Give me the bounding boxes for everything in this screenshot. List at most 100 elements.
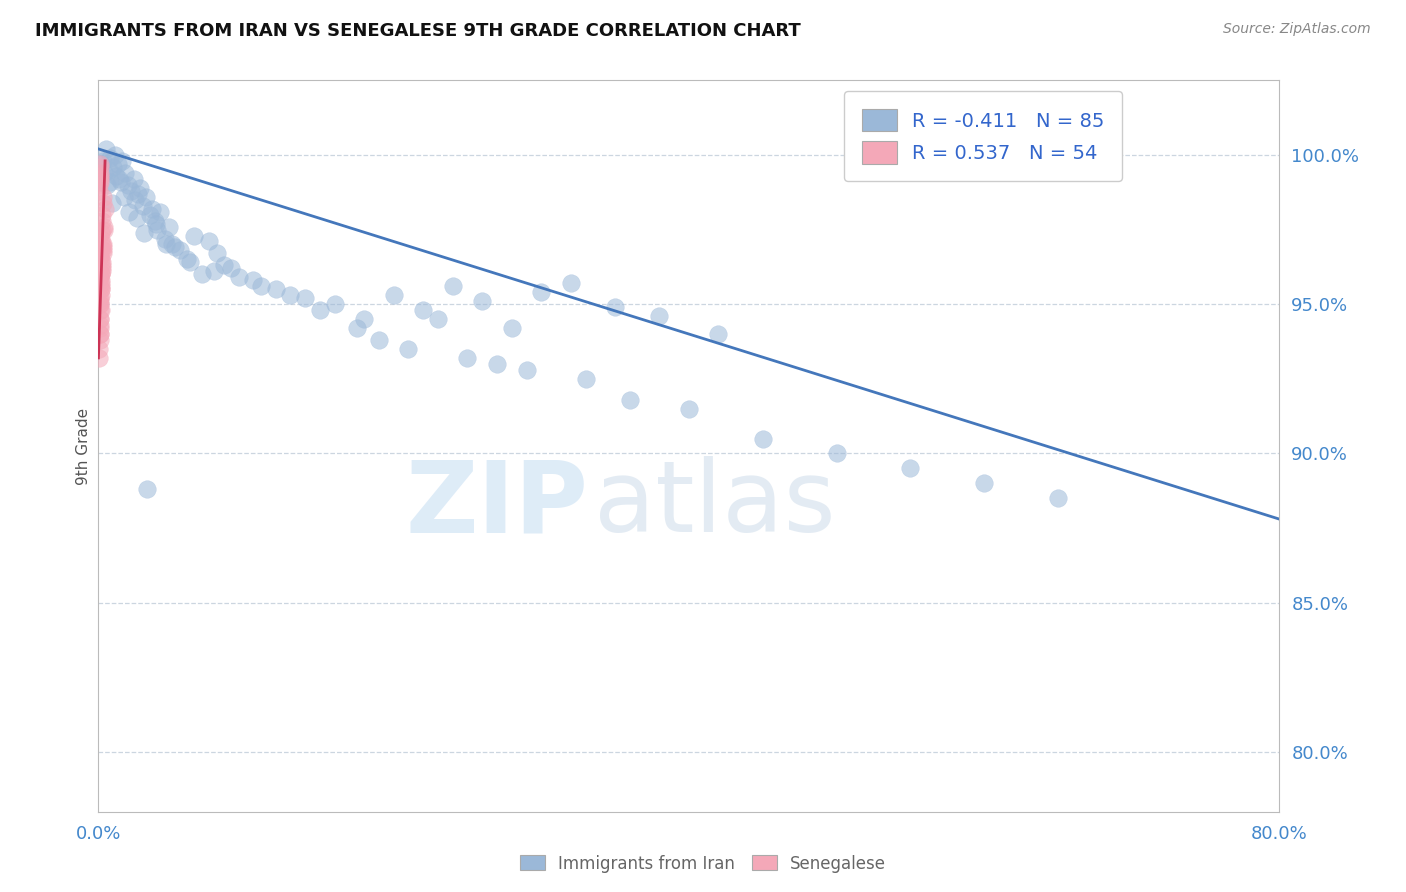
Point <box>678 401 700 416</box>
Point <box>228 270 250 285</box>
Point <box>346 321 368 335</box>
Point <box>149 204 172 219</box>
Point <box>136 483 159 497</box>
Point <box>132 199 155 213</box>
Point <box>221 261 243 276</box>
Point <box>368 333 391 347</box>
Point <box>118 204 141 219</box>
Point <box>93 219 115 234</box>
Point <box>89 160 111 174</box>
Point <box>90 255 112 269</box>
Point <box>90 282 112 296</box>
Point <box>90 282 112 296</box>
Point <box>114 166 136 180</box>
Point <box>90 244 112 258</box>
Point <box>146 222 169 236</box>
Point <box>155 237 177 252</box>
Point <box>107 157 129 171</box>
Point <box>91 244 114 258</box>
Point <box>242 273 264 287</box>
Point <box>103 160 125 174</box>
Point <box>90 237 112 252</box>
Point <box>212 259 235 273</box>
Point <box>111 153 134 168</box>
Point <box>973 476 995 491</box>
Point <box>134 226 156 240</box>
Point <box>89 333 111 347</box>
Point <box>89 321 111 335</box>
Point <box>93 166 115 180</box>
Point <box>516 363 538 377</box>
Point <box>89 312 111 326</box>
Point <box>90 273 112 287</box>
Point <box>294 291 316 305</box>
Point <box>575 372 598 386</box>
Point <box>89 184 111 198</box>
Point <box>179 255 201 269</box>
Point <box>89 294 111 309</box>
Point <box>89 326 111 341</box>
Point <box>89 318 111 332</box>
Point <box>93 202 115 216</box>
Point <box>90 268 112 282</box>
Point <box>619 392 641 407</box>
Point <box>90 279 112 293</box>
Point <box>139 208 162 222</box>
Point <box>560 277 582 291</box>
Point <box>98 151 121 165</box>
Point <box>117 178 139 192</box>
Text: IMMIGRANTS FROM IRAN VS SENEGALESE 9TH GRADE CORRELATION CHART: IMMIGRANTS FROM IRAN VS SENEGALESE 9TH G… <box>35 22 801 40</box>
Point <box>91 259 114 273</box>
Point <box>108 171 131 186</box>
Point <box>457 351 479 365</box>
Point <box>120 184 142 198</box>
Point <box>398 342 420 356</box>
Point <box>89 297 111 311</box>
Point <box>471 294 494 309</box>
Point <box>89 171 111 186</box>
Point <box>309 303 332 318</box>
Point <box>94 142 117 156</box>
Point <box>100 195 122 210</box>
Point <box>707 326 730 341</box>
Point <box>183 228 205 243</box>
Point <box>89 351 111 365</box>
Point <box>89 249 111 263</box>
Point <box>90 213 112 227</box>
Point <box>91 190 114 204</box>
Point <box>165 240 187 254</box>
Point <box>91 153 114 168</box>
Point <box>353 312 375 326</box>
Point <box>105 169 128 183</box>
Point <box>250 279 273 293</box>
Point <box>97 162 120 177</box>
Point <box>91 237 114 252</box>
Point <box>605 300 627 314</box>
Point <box>205 246 228 260</box>
Text: atlas: atlas <box>595 456 837 553</box>
Point <box>169 244 191 258</box>
Point <box>124 193 146 207</box>
Point <box>125 211 148 225</box>
Text: Source: ZipAtlas.com: Source: ZipAtlas.com <box>1223 22 1371 37</box>
Point <box>323 297 346 311</box>
Point <box>202 264 225 278</box>
Point <box>501 321 523 335</box>
Point <box>90 226 112 240</box>
Point <box>127 186 149 201</box>
Point <box>93 222 115 236</box>
Point <box>89 312 111 326</box>
Point <box>90 252 112 267</box>
Point <box>752 432 775 446</box>
Point <box>1047 491 1070 506</box>
Y-axis label: 9th Grade: 9th Grade <box>76 408 91 484</box>
Point <box>162 237 183 252</box>
Point <box>89 169 111 183</box>
Legend: R = -0.411   N = 85, R = 0.537   N = 54: R = -0.411 N = 85, R = 0.537 N = 54 <box>844 92 1122 181</box>
Point <box>382 288 405 302</box>
Point <box>280 288 302 302</box>
Point <box>122 171 145 186</box>
Point <box>91 246 114 260</box>
Point <box>89 178 111 192</box>
Point <box>825 446 848 460</box>
